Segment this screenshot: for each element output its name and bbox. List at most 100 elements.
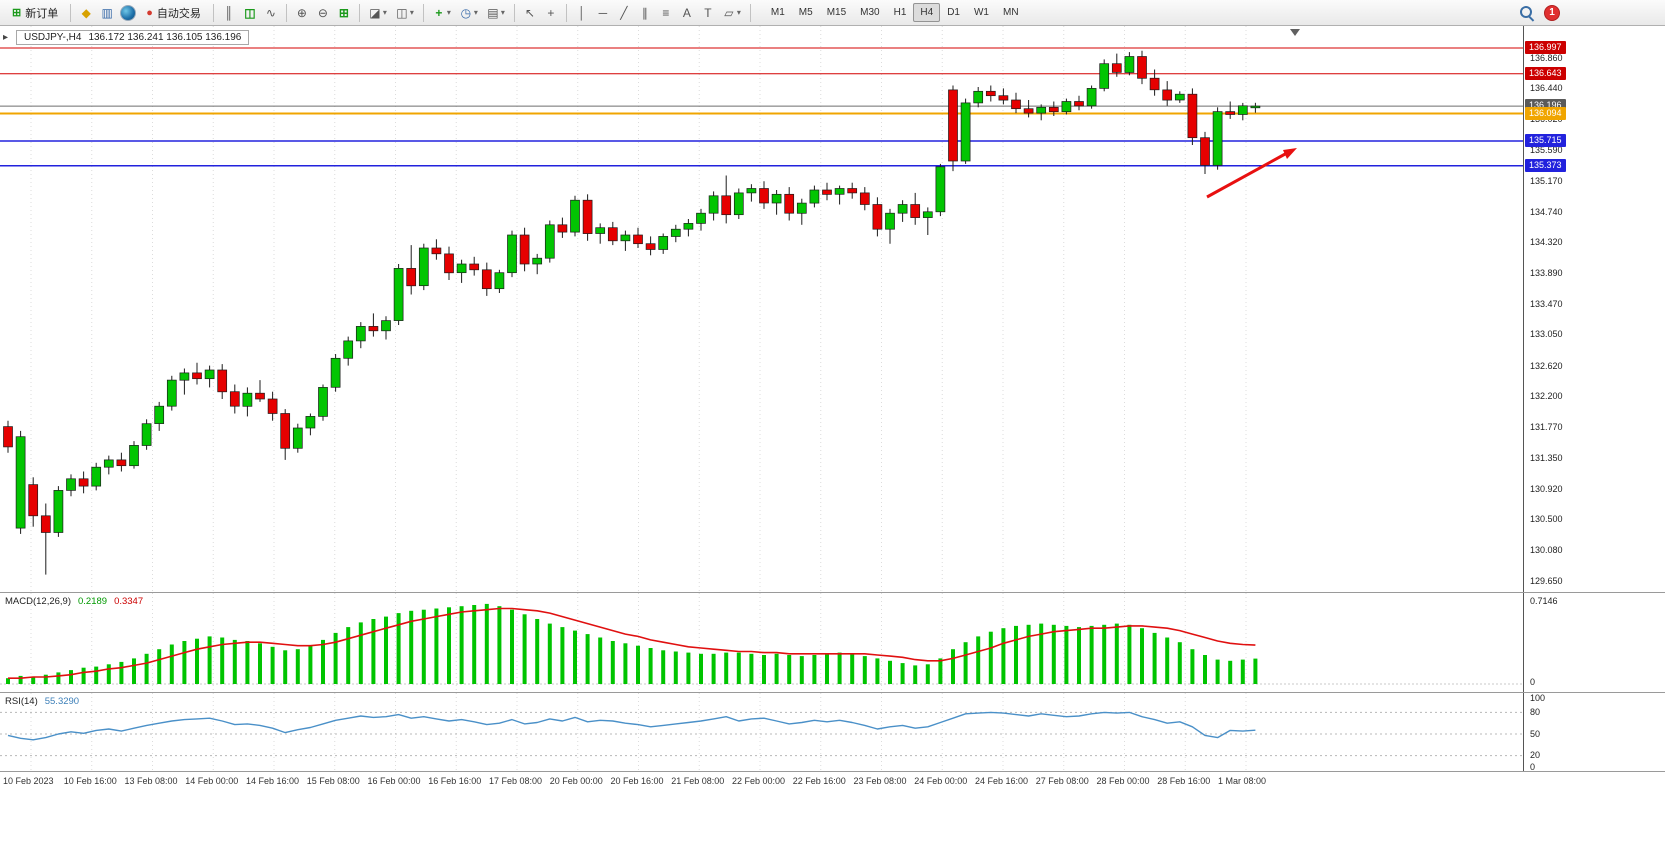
separator xyxy=(70,3,72,22)
chevron-down-icon[interactable]: ▾ xyxy=(736,8,741,17)
market-watch-icon[interactable]: ▥ xyxy=(101,5,113,20)
price-line-badge[interactable]: 135.715 xyxy=(1525,134,1566,147)
price-axis-label: 131.350 xyxy=(1530,452,1563,463)
price-line-badge[interactable]: 136.643 xyxy=(1525,66,1566,80)
period-clock-icon[interactable]: ◷ xyxy=(460,5,472,20)
candlestick-chart-icon[interactable]: ◫ xyxy=(244,5,256,20)
macd-value: 0.2189 xyxy=(78,596,108,607)
macd-name: MACD(12,26,9) xyxy=(5,596,71,607)
vertical-line-tool-icon[interactable]: │ xyxy=(578,5,586,20)
timeframe-h1[interactable]: H1 xyxy=(887,3,914,22)
macd-canvas[interactable] xyxy=(0,593,1523,692)
zoom-in-icon[interactable]: ⊕ xyxy=(296,5,307,20)
template-icon[interactable]: ▤ xyxy=(487,5,499,20)
time-axis-label: 1 Mar 08:00 xyxy=(1218,776,1267,786)
tile-windows-icon[interactable]: ⊞ xyxy=(338,5,349,20)
rsi-panel: RSI(14) 55.3290 100 80 50 20 0 xyxy=(0,692,1665,771)
chevron-down-icon[interactable]: ▾ xyxy=(409,8,414,17)
text-tool-icon[interactable]: A xyxy=(682,5,691,20)
separator xyxy=(513,3,515,22)
price-axis-label: 130.920 xyxy=(1530,483,1563,494)
macd-scale-max: 0.7146 xyxy=(1530,596,1558,606)
trendline-tool-icon[interactable]: ╱ xyxy=(620,5,628,20)
timeframe-m15[interactable]: M15 xyxy=(820,3,853,22)
time-axis-label: 10 Feb 2023 xyxy=(3,776,54,786)
new-order-button[interactable]: ⊞ 新订单 xyxy=(5,2,65,24)
price-axis-label: 130.500 xyxy=(1530,514,1563,525)
bar-chart-icon[interactable]: ║ xyxy=(224,5,234,20)
timeframe-m1[interactable]: M1 xyxy=(764,3,792,22)
rsi-scale-80: 80 xyxy=(1530,707,1541,717)
timeframe-d1[interactable]: D1 xyxy=(940,3,967,22)
time-axis-label: 17 Feb 08:00 xyxy=(489,776,543,786)
timeframe-h4[interactable]: H4 xyxy=(913,3,941,22)
arrange-charts-icon[interactable]: ◪ xyxy=(369,5,381,20)
time-axis-label: 23 Feb 08:00 xyxy=(853,776,907,786)
separator xyxy=(285,3,287,22)
macd-label: MACD(12,26,9) 0.2189 0.3347 xyxy=(5,596,143,607)
macd-axis: 0.7146 0 xyxy=(1523,593,1665,692)
price-axis-label: 135.170 xyxy=(1530,175,1563,186)
chevron-down-icon[interactable]: ▾ xyxy=(473,8,478,17)
toolbar: ⊞ 新订单 ◆ ▥ ● 自动交易 ║ ◫ ∿ ⊕ ⊖ ⊞ ◪ ▾ ◫ ▾ + ▾… xyxy=(0,0,1665,26)
fibonacci-tool-icon[interactable]: ≡ xyxy=(662,5,670,20)
timeframe-m30[interactable]: M30 xyxy=(853,3,886,22)
horizontal-line-tool-icon[interactable]: ─ xyxy=(598,5,608,20)
price-line-badge[interactable]: 136.094 xyxy=(1525,106,1566,120)
price-axis-label: 134.320 xyxy=(1530,237,1563,248)
chart-symbol-period: USDJPY-,H4 xyxy=(24,32,82,43)
autotrading-button[interactable]: ● 自动交易 xyxy=(139,2,208,24)
price-axis-label: 133.050 xyxy=(1530,329,1563,340)
macd-panel: MACD(12,26,9) 0.2189 0.3347 0.7146 0 xyxy=(0,592,1665,692)
macd-scale-zero: 0 xyxy=(1530,677,1536,687)
rsi-label: RSI(14) 55.3290 xyxy=(5,696,79,707)
notification-badge[interactable]: 1 xyxy=(1544,4,1560,21)
time-axis-label: 10 Feb 16:00 xyxy=(63,776,117,786)
new-order-label: 新订单 xyxy=(25,7,59,20)
chevron-down-icon[interactable]: ▾ xyxy=(446,8,451,17)
crosshair-icon[interactable]: + xyxy=(547,5,555,20)
time-axis[interactable]: 10 Feb 2023 10 Feb 16:00 13 Feb 08:00 14 Fe… xyxy=(0,771,1665,791)
price-line-badge[interactable]: 135.373 xyxy=(1525,158,1566,172)
separator xyxy=(212,3,214,22)
search-icon[interactable] xyxy=(1520,5,1534,20)
add-indicator-icon[interactable]: + xyxy=(435,5,443,20)
chart-title: USDJPY-,H4 136.172 136.241 136.105 136.1… xyxy=(16,30,250,45)
price-axis-label: 133.470 xyxy=(1530,298,1563,309)
separator xyxy=(565,3,567,22)
time-axis-label: 20 Feb 16:00 xyxy=(610,776,664,786)
cascade-charts-icon[interactable]: ◫ xyxy=(396,5,408,20)
time-axis-label: 15 Feb 08:00 xyxy=(306,776,360,786)
toolbar-right-tools: 1 xyxy=(1520,4,1560,21)
chevron-down-icon[interactable]: ▾ xyxy=(500,8,505,17)
time-axis-label: 24 Feb 00:00 xyxy=(914,776,968,786)
price-axis-label: 133.890 xyxy=(1530,268,1563,279)
price-axis-label: 136.440 xyxy=(1530,83,1563,94)
shapes-tool-icon[interactable]: ▱ xyxy=(724,5,734,20)
metaquotes-logo-icon[interactable] xyxy=(118,3,138,23)
time-axis-label: 16 Feb 00:00 xyxy=(367,776,421,786)
price-chart-canvas[interactable] xyxy=(0,26,1523,592)
cursor-icon[interactable]: ↖ xyxy=(524,5,535,20)
channel-tool-icon[interactable]: ∥ xyxy=(641,5,648,20)
time-axis-label: 22 Feb 16:00 xyxy=(792,776,846,786)
timeframe-mn[interactable]: MN xyxy=(996,3,1026,22)
price-line-badge[interactable]: 136.997 xyxy=(1525,40,1566,54)
charts-profile-icon[interactable]: ◆ xyxy=(81,5,91,20)
separator xyxy=(749,3,751,22)
label-tool-icon[interactable]: T xyxy=(704,5,712,20)
rsi-canvas[interactable] xyxy=(0,693,1523,771)
timeframe-w1[interactable]: W1 xyxy=(967,3,996,22)
time-axis-label: 28 Feb 00:00 xyxy=(1096,776,1150,786)
one-click-trading-toggle[interactable]: ▸ xyxy=(3,32,9,43)
line-chart-icon[interactable]: ∿ xyxy=(265,5,276,20)
timeframe-m5[interactable]: M5 xyxy=(792,3,820,22)
price-axis[interactable]: 136.860136.440136.020135.590135.170134.7… xyxy=(1523,26,1665,592)
price-axis-label: 136.860 xyxy=(1530,52,1563,63)
zoom-out-icon[interactable]: ⊖ xyxy=(317,5,328,20)
price-axis-label: 132.620 xyxy=(1530,360,1563,371)
main-chart-panel: ▸ USDJPY-,H4 136.172 136.241 136.105 136… xyxy=(0,26,1665,592)
separator xyxy=(358,3,360,22)
chevron-down-icon[interactable]: ▾ xyxy=(382,8,387,17)
